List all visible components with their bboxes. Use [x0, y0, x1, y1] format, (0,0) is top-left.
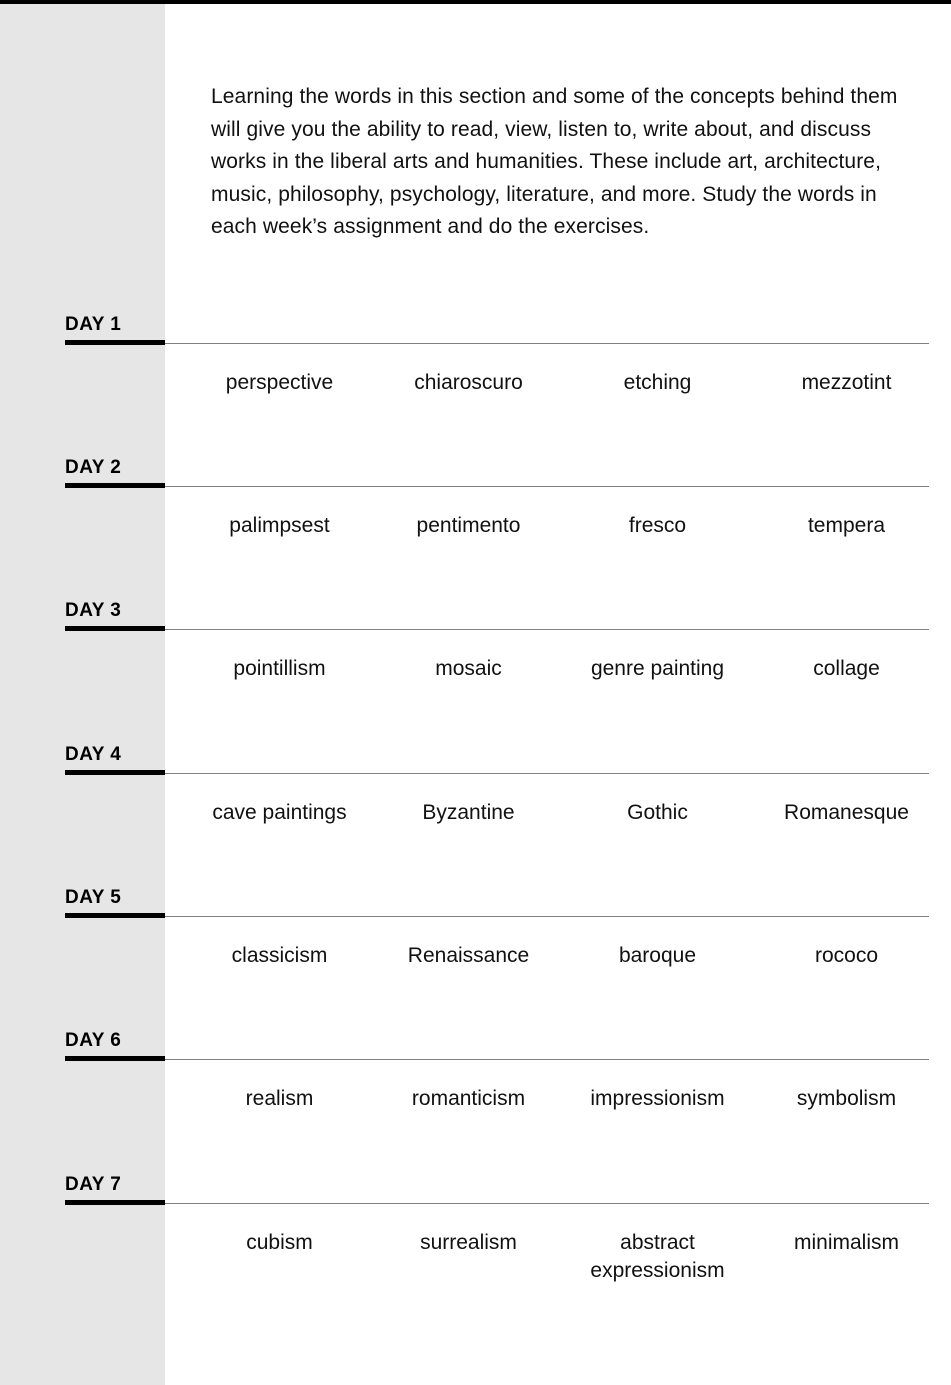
- day-heavy-rule: [65, 1200, 165, 1205]
- day-block: DAY 1perspectivechiaroscuroetchingmezzot…: [165, 314, 951, 457]
- word-cell: fresco: [563, 512, 752, 540]
- day-block: DAY 4cave paintingsByzantineGothicRomane…: [165, 744, 951, 887]
- day-label: DAY 5: [65, 887, 165, 909]
- day-label: DAY 7: [65, 1174, 165, 1196]
- words-row: classicismRenaissancebaroquerococo: [165, 887, 951, 1030]
- day-heavy-rule: [65, 1056, 165, 1061]
- intro-paragraph: Learning the words in this section and s…: [165, 81, 951, 244]
- word-cell: pentimento: [374, 512, 563, 540]
- day-label: DAY 3: [65, 600, 165, 622]
- word-cell: surrealism: [374, 1229, 563, 1286]
- word-cell: tempera: [752, 512, 941, 540]
- word-cell: mezzotint: [752, 369, 941, 397]
- day-label: DAY 1: [65, 314, 165, 336]
- word-cell: minimalism: [752, 1229, 941, 1286]
- word-cell: Romanesque: [752, 799, 941, 827]
- day-block: DAY 5classicismRenaissancebaroquerococo: [165, 887, 951, 1030]
- day-block: DAY 6realismromanticismimpressionismsymb…: [165, 1030, 951, 1173]
- day-thin-rule: [165, 343, 929, 344]
- day-thin-rule: [165, 1203, 929, 1204]
- day-label: DAY 6: [65, 1030, 165, 1052]
- word-cell: classicism: [185, 942, 374, 970]
- word-cell: Byzantine: [374, 799, 563, 827]
- words-row: realismromanticismimpressionismsymbolism: [165, 1030, 951, 1173]
- word-cell: Gothic: [563, 799, 752, 827]
- word-cell: baroque: [563, 942, 752, 970]
- page-root: Learning the words in this section and s…: [0, 0, 951, 1385]
- day-thin-rule: [165, 773, 929, 774]
- word-cell: perspective: [185, 369, 374, 397]
- day-block: DAY 7cubismsurrealismabstract expression…: [165, 1174, 951, 1346]
- day-heavy-rule: [65, 770, 165, 775]
- word-cell: palimpsest: [185, 512, 374, 540]
- day-heavy-rule: [65, 626, 165, 631]
- day-thin-rule: [165, 1059, 929, 1060]
- word-cell: pointillism: [185, 655, 374, 683]
- word-cell: cave paintings: [185, 799, 374, 827]
- day-thin-rule: [165, 629, 929, 630]
- words-row: perspectivechiaroscuroetchingmezzotint: [165, 314, 951, 457]
- word-cell: Renaissance: [374, 942, 563, 970]
- day-label: DAY 2: [65, 457, 165, 479]
- day-block: DAY 2palimpsestpentimentofrescotempera: [165, 457, 951, 600]
- day-thin-rule: [165, 916, 929, 917]
- day-heavy-rule: [65, 913, 165, 918]
- word-cell: collage: [752, 655, 941, 683]
- day-thin-rule: [165, 486, 929, 487]
- word-cell: etching: [563, 369, 752, 397]
- days-container: DAY 1perspectivechiaroscuroetchingmezzot…: [165, 314, 951, 1346]
- day-heavy-rule: [65, 483, 165, 488]
- word-cell: romanticism: [374, 1085, 563, 1113]
- word-cell: impressionism: [563, 1085, 752, 1113]
- word-cell: realism: [185, 1085, 374, 1113]
- words-row: pointillismmosaicgenre paintingcollage: [165, 600, 951, 743]
- word-cell: mosaic: [374, 655, 563, 683]
- words-row: cave paintingsByzantineGothicRomanesque: [165, 744, 951, 887]
- word-cell: symbolism: [752, 1085, 941, 1113]
- day-heavy-rule: [65, 340, 165, 345]
- word-cell: genre painting: [563, 655, 752, 683]
- words-row: cubismsurrealismabstract expressionismmi…: [165, 1174, 951, 1346]
- word-cell: rococo: [752, 942, 941, 970]
- word-cell: cubism: [185, 1229, 374, 1286]
- day-block: DAY 3pointillismmosaicgenre paintingcoll…: [165, 600, 951, 743]
- words-row: palimpsestpentimentofrescotempera: [165, 457, 951, 600]
- day-label: DAY 4: [65, 744, 165, 766]
- content-area: Learning the words in this section and s…: [165, 10, 951, 1345]
- word-cell: abstract expressionism: [563, 1229, 752, 1286]
- word-cell: chiaroscuro: [374, 369, 563, 397]
